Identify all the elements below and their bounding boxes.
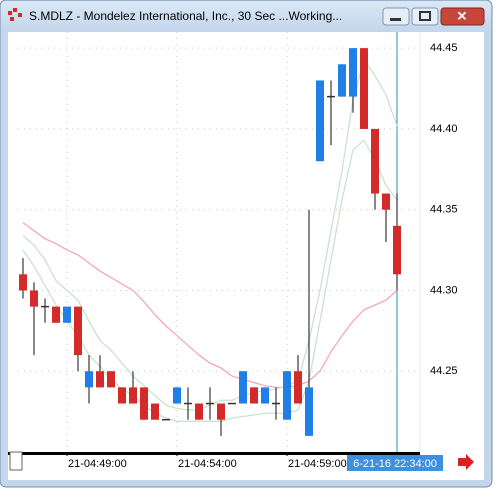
x-tick-label: 21-04:59:00 [288,458,347,470]
y-tick-label: 44.30 [430,284,458,296]
candle-body [19,274,27,291]
cursor-label-box [347,455,443,471]
candle-body [85,371,93,388]
candle-body [382,193,390,210]
y-tick-label: 44.25 [430,365,458,377]
plot: 44.25 44.30 44.35 44.40 44.45 21-04:49:00 21-0… [18,32,458,470]
scrollbar-track [8,452,420,455]
chart-area [8,32,484,480]
candle-body [30,290,38,307]
candle-body [305,387,313,436]
candle-body [96,371,104,388]
candle-body [173,387,181,404]
close-icon: ✕ [457,8,468,23]
y-tick-label: 44.40 [430,123,458,135]
candle-body [107,371,115,388]
candle-body [316,80,324,162]
candle-body [195,403,203,420]
candle-body [52,306,60,323]
moving-average-line [22,139,398,422]
y-tick-label: 44.35 [430,204,458,216]
candle-body [360,48,368,129]
candle-body [349,48,357,97]
candle-body [74,306,82,356]
maximize-icon [419,11,431,21]
candle-body [151,403,159,420]
candle-body [239,371,247,404]
y-tick-label: 44.45 [430,42,458,54]
close-button[interactable] [440,7,485,26]
cursor-label: 6-21-16 22:34:00 [353,458,437,470]
x-tick-label: 21-04:49:00 [68,458,127,470]
candle-body [250,387,258,404]
candle-body [393,225,401,275]
candle-body [217,403,225,420]
candle-body [261,387,269,404]
scroll-thumb[interactable] [9,451,23,471]
app-icon [8,8,22,21]
candle-body [371,128,379,194]
title-bar [1,1,491,31]
candle-body [338,64,346,97]
maximize-button[interactable] [411,7,439,26]
window-title: S.MDLZ - Mondelez International, Inc., 3… [29,9,342,23]
scroll-right-arrow[interactable] [458,454,474,470]
candle-body [140,387,148,420]
candle-body [283,371,291,420]
minimize-icon [390,18,401,21]
candle-body [63,306,71,323]
x-tick-label: 21-04:54:00 [178,458,237,470]
candle-body [129,387,137,404]
moving-average-line [22,222,398,389]
minimize-button[interactable] [382,7,410,26]
candle-body [118,387,126,404]
candle-body [294,371,302,404]
